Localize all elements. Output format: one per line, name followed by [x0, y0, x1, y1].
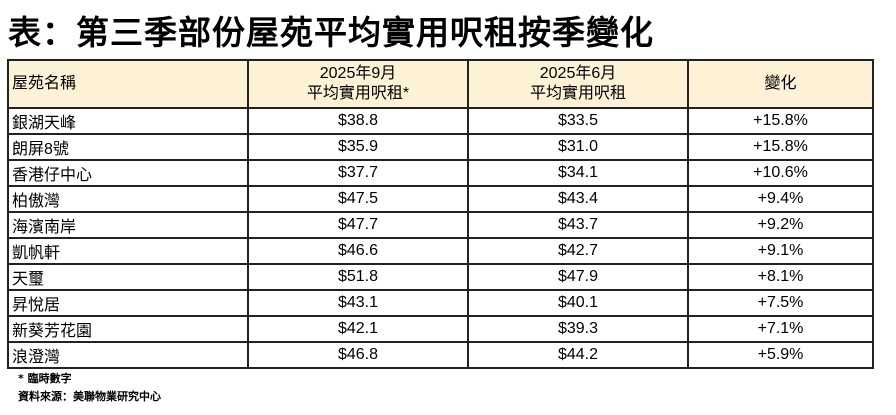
table-row: 天璽 $51.8 $47.9 +8.1% — [7, 263, 874, 291]
estate-name-cell: 新葵芳花園 — [7, 315, 249, 343]
estate-name-cell: 朗屏8號 — [7, 133, 249, 161]
sep-rent-cell: $42.1 — [247, 315, 469, 343]
table-row: 柏傲灣 $47.5 $43.4 +9.4% — [7, 185, 874, 213]
change-cell: +15.8% — [687, 107, 874, 135]
sep-rent-cell: $38.8 — [247, 107, 469, 135]
page-title: 表：第三季部份屋苑平均實用呎租按季變化 — [8, 13, 654, 52]
header-change: 變化 — [687, 59, 874, 109]
jun-rent-cell: $44.2 — [467, 341, 689, 369]
sep-rent-cell: $37.7 — [247, 159, 469, 187]
jun-rent-cell: $39.3 — [467, 315, 689, 343]
change-cell: +15.8% — [687, 133, 874, 161]
estate-name-cell: 浪澄灣 — [7, 341, 249, 369]
sep-rent-cell: $47.5 — [247, 185, 469, 213]
change-cell: +9.1% — [687, 237, 874, 265]
estate-name-cell: 海濱南岸 — [7, 211, 249, 239]
estate-name-cell: 天璽 — [7, 263, 249, 291]
table-row: 凱帆軒 $46.6 $42.7 +9.1% — [7, 237, 874, 265]
table-row: 香港仔中心 $37.7 $34.1 +10.6% — [7, 159, 874, 187]
header-sublabel: 平均實用呎租 — [529, 85, 626, 102]
jun-rent-cell: $47.9 — [467, 263, 689, 291]
header-label: 2025年9月 — [319, 65, 397, 82]
estate-name-cell: 香港仔中心 — [7, 159, 249, 187]
jun-rent-cell: $40.1 — [467, 289, 689, 317]
jun-rent-cell: $42.7 — [467, 237, 689, 265]
sep-rent-cell: $47.7 — [247, 211, 469, 239]
header-estate: 屋苑名稱 — [7, 59, 249, 109]
header-jun-2025: 2025年6月 平均實用呎租 — [467, 59, 689, 109]
change-cell: +9.4% — [687, 185, 874, 213]
change-cell: +8.1% — [687, 263, 874, 291]
table-row: 昇悅居 $43.1 $40.1 +7.5% — [7, 289, 874, 317]
jun-rent-cell: $43.4 — [467, 185, 689, 213]
estate-name-cell: 柏傲灣 — [7, 185, 249, 213]
header-sep-2025: 2025年9月 平均實用呎租* — [247, 59, 469, 109]
change-cell: +7.1% — [687, 315, 874, 343]
header-label: 屋苑名稱 — [12, 75, 77, 92]
source-note: 資料來源：美聯物業研究中心 — [18, 390, 161, 403]
jun-rent-cell: $33.5 — [467, 107, 689, 135]
jun-rent-cell: $34.1 — [467, 159, 689, 187]
rent-table: 屋苑名稱 2025年9月 平均實用呎租* 2025年6月 平均實用呎租 變化 銀湖天… — [7, 59, 874, 369]
table-row: 新葵芳花園 $42.1 $39.3 +7.1% — [7, 315, 874, 343]
change-cell: +7.5% — [687, 289, 874, 317]
estate-name-cell: 凱帆軒 — [7, 237, 249, 265]
change-cell: +9.2% — [687, 211, 874, 239]
table-row: 銀湖天峰 $38.8 $33.5 +15.8% — [7, 107, 874, 135]
table-row: 浪澄灣 $46.8 $44.2 +5.9% — [7, 341, 874, 369]
provisional-note: * 臨時數字 — [18, 372, 72, 385]
table-row: 海濱南岸 $47.7 $43.7 +9.2% — [7, 211, 874, 239]
sep-rent-cell: $51.8 — [247, 263, 469, 291]
estate-name-cell: 銀湖天峰 — [7, 107, 249, 135]
sep-rent-cell: $43.1 — [247, 289, 469, 317]
jun-rent-cell: $43.7 — [467, 211, 689, 239]
table-header-row: 屋苑名稱 2025年9月 平均實用呎租* 2025年6月 平均實用呎租 變化 — [7, 59, 874, 109]
sep-rent-cell: $35.9 — [247, 133, 469, 161]
sep-rent-cell: $46.8 — [247, 341, 469, 369]
change-cell: +5.9% — [687, 341, 874, 369]
jun-rent-cell: $31.0 — [467, 133, 689, 161]
header-label: 2025年6月 — [539, 65, 617, 82]
sep-rent-cell: $46.6 — [247, 237, 469, 265]
header-sublabel: 平均實用呎租* — [306, 85, 410, 102]
table-row: 朗屏8號 $35.9 $31.0 +15.8% — [7, 133, 874, 161]
estate-name-cell: 昇悅居 — [7, 289, 249, 317]
change-cell: +10.6% — [687, 159, 874, 187]
header-label: 變化 — [764, 75, 797, 92]
